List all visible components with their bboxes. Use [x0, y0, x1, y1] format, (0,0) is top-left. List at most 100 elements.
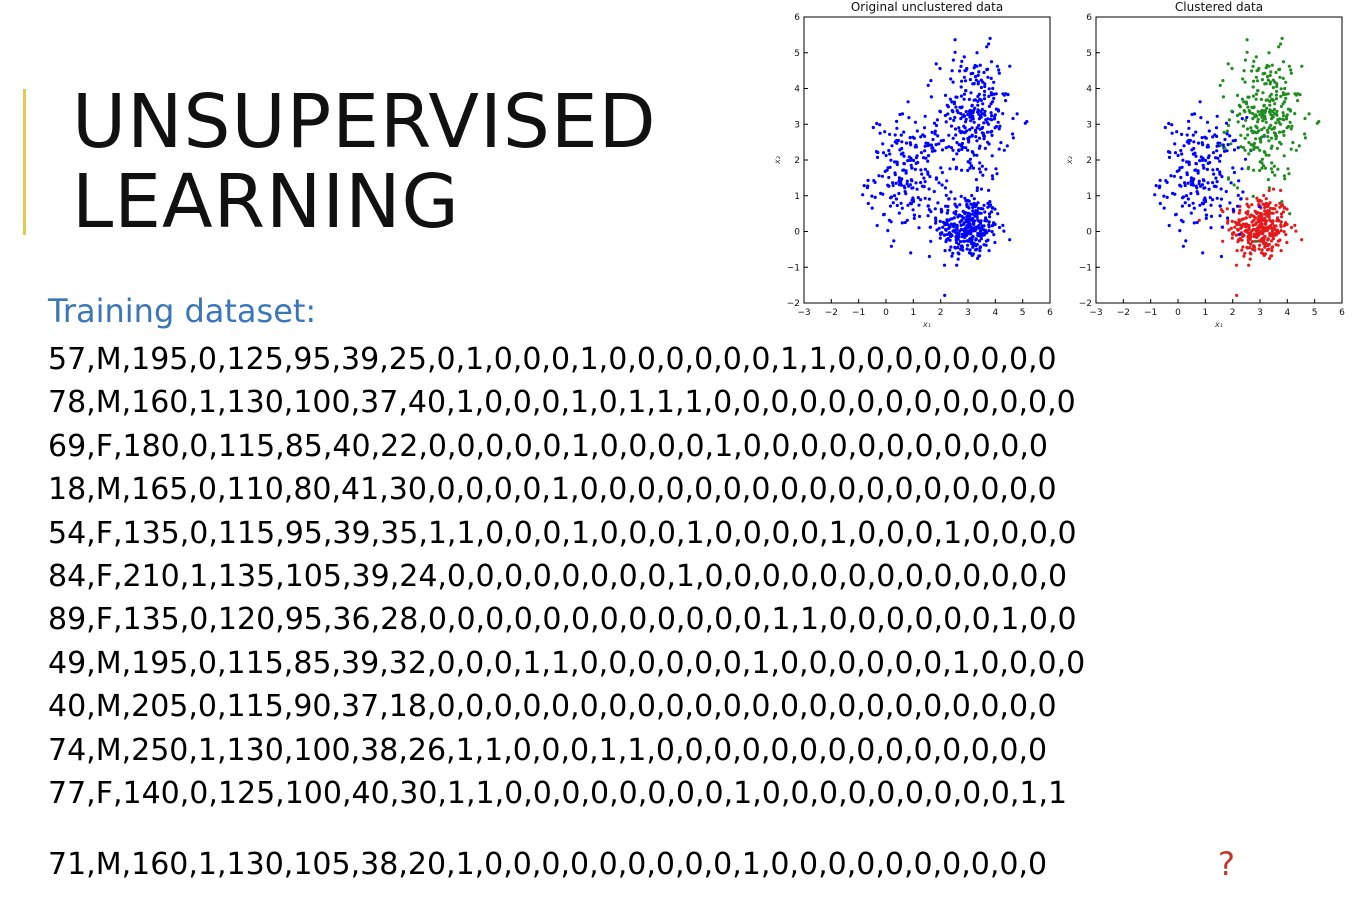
- data-point: [975, 51, 979, 55]
- data-point: [1245, 202, 1249, 206]
- data-point: [1240, 238, 1244, 242]
- data-point: [1271, 85, 1275, 90]
- data-point: [1264, 153, 1268, 157]
- data-point: [951, 58, 955, 62]
- data-point: [1294, 93, 1298, 97]
- data-point: [1247, 152, 1251, 156]
- data-point: [992, 92, 996, 96]
- data-point: [1225, 207, 1229, 211]
- data-point: [933, 129, 937, 133]
- data-point: [1170, 123, 1174, 127]
- data-point: [920, 172, 924, 176]
- data-point: [1213, 156, 1218, 160]
- data-point: [905, 218, 909, 222]
- data-point: [943, 233, 947, 237]
- data-point: [1263, 166, 1268, 170]
- data-point: [974, 203, 978, 207]
- data-point: [952, 216, 956, 220]
- data-point: [956, 257, 960, 261]
- data-point: [934, 218, 938, 223]
- data-point: [940, 183, 944, 187]
- data-point: [974, 135, 978, 139]
- data-point: [960, 144, 964, 148]
- data-point: [1250, 129, 1254, 133]
- data-point: [1239, 133, 1243, 137]
- data-point: [1275, 109, 1279, 113]
- data-point: [945, 220, 949, 224]
- data-point: [1265, 128, 1270, 132]
- data-point: [1248, 237, 1252, 241]
- data-point: [1198, 159, 1202, 163]
- data-point: [1251, 64, 1255, 68]
- data-point: [968, 248, 972, 252]
- data-point: [1002, 93, 1006, 97]
- data-point: [1253, 222, 1257, 227]
- data-point: [1244, 102, 1248, 106]
- data-point: [1270, 249, 1274, 253]
- data-point: [967, 97, 971, 101]
- data-point: [1235, 293, 1239, 297]
- data-point: [1190, 148, 1194, 152]
- data-point: [1280, 200, 1284, 204]
- data-point: [1280, 204, 1284, 208]
- data-point: [1235, 186, 1240, 190]
- training-dataset-rows: 57,M,195,0,125,95,39,25,0,1,0,0,0,1,0,0,…: [48, 338, 1085, 815]
- data-point: [1222, 130, 1226, 134]
- data-point: [982, 70, 986, 75]
- y-tick-label: −1: [1079, 263, 1092, 273]
- data-point: [979, 211, 983, 215]
- data-point: [898, 112, 902, 117]
- data-point: [990, 129, 994, 133]
- data-point: [948, 97, 952, 101]
- data-point: [995, 64, 999, 68]
- y-tick-label: −2: [787, 299, 800, 309]
- data-point: [942, 263, 947, 267]
- data-point: [1259, 97, 1263, 101]
- data-point: [1247, 109, 1251, 113]
- data-point: [1230, 219, 1234, 223]
- data-point: [962, 55, 966, 59]
- y-tick-label: 4: [1086, 85, 1092, 95]
- data-point: [1282, 129, 1286, 133]
- data-point: [1256, 211, 1260, 215]
- data-point: [949, 77, 953, 81]
- data-point: [1268, 80, 1272, 84]
- data-point: [1250, 69, 1254, 73]
- data-point: [975, 247, 979, 251]
- data-point: [890, 144, 894, 148]
- data-point: [1201, 251, 1205, 255]
- data-point: [982, 203, 986, 207]
- y-tick-label: 6: [1086, 13, 1092, 23]
- x-tick-label: 4: [1284, 308, 1290, 318]
- data-point: [1250, 240, 1255, 244]
- data-point: [973, 128, 978, 132]
- data-point: [1238, 105, 1242, 109]
- data-point: [948, 117, 952, 121]
- data-point: [970, 126, 974, 130]
- data-point: [986, 75, 990, 79]
- data-point: [997, 68, 1001, 72]
- data-point: [1265, 229, 1269, 233]
- data-point: [1289, 147, 1293, 151]
- y-axis-label: x₂: [773, 155, 782, 165]
- y-axis-label: x₂: [1065, 155, 1074, 165]
- data-point: [1289, 225, 1294, 230]
- data-point: [901, 151, 905, 155]
- data-point: [1218, 154, 1223, 158]
- data-point: [899, 133, 903, 137]
- data-point: [976, 103, 980, 107]
- data-point: [1194, 154, 1198, 158]
- data-point: [948, 225, 952, 229]
- data-point: [969, 164, 974, 168]
- training-dataset-label: Training dataset:: [48, 292, 317, 330]
- data-point: [1165, 195, 1169, 199]
- data-point: [1260, 157, 1264, 161]
- data-point: [1279, 212, 1284, 216]
- data-point: [962, 97, 966, 101]
- data-point: [1153, 193, 1157, 197]
- data-point: [970, 193, 974, 198]
- x-tick-label: −3: [797, 308, 810, 318]
- data-point: [1249, 126, 1253, 130]
- y-tick-label: 3: [1086, 120, 1092, 130]
- data-point: [1264, 197, 1268, 201]
